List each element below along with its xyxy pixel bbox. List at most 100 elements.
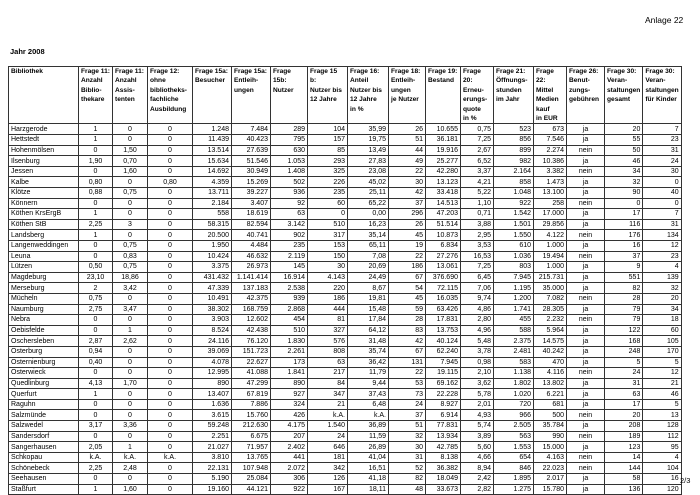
table-cell: ja: [566, 324, 605, 337]
table-cell: 26,89: [347, 441, 389, 453]
table-cell: 95: [642, 441, 682, 453]
column-header: Frage 22: Mittel Medien kauf in EUR: [533, 65, 567, 125]
column-header-line: in EUR: [536, 115, 558, 123]
table-cell: k.A.: [307, 409, 348, 422]
table-cell: 35,74: [347, 345, 389, 358]
library-name-cell: Schkopau: [8, 451, 79, 464]
table-cell: 808: [307, 345, 348, 358]
table-cell: 4: [642, 261, 682, 273]
table-cell: 510: [307, 218, 348, 231]
table-cell: 134: [642, 229, 682, 241]
table-cell: 1.036: [493, 250, 534, 263]
table-cell: 4.163: [533, 451, 567, 464]
column-header: Frage 15b: Nutzer: [270, 65, 308, 125]
table-cell: 17: [603, 398, 644, 411]
table-cell: 24: [603, 367, 644, 379]
table-cell: 128: [642, 420, 682, 432]
table-cell: 324: [270, 398, 308, 411]
table-cell: 6,45: [460, 271, 494, 284]
table-cell: 104: [307, 123, 348, 136]
table-cell: 681: [533, 398, 567, 411]
table-cell: 82: [388, 473, 426, 485]
table-cell: 1: [78, 483, 113, 495]
table-cell: 1.550: [493, 229, 534, 241]
table-cell: 0,88: [78, 187, 113, 199]
column-header: Frage 26: Benut-zungs-gebühren: [566, 65, 605, 125]
table-cell: 1.830: [270, 335, 308, 347]
table-cell: 212.630: [231, 420, 271, 432]
table-cell: k.A.: [347, 409, 389, 422]
table-cell: nein: [566, 430, 605, 443]
table-cell: ja: [566, 271, 605, 284]
table-cell: 858: [493, 176, 534, 188]
column-header: Frage 15a: Entleih-ungen: [231, 65, 271, 125]
table-cell: 6.834: [425, 239, 461, 252]
table-cell: 2,10: [460, 367, 494, 379]
table-cell: 17,84: [347, 314, 389, 326]
table-cell: 3: [112, 218, 148, 231]
table-row: Querfurt 1 0 0 13.407 67.819 927 347 37,43 73 22.2…: [8, 388, 682, 400]
table-cell: 7,08: [347, 250, 389, 263]
table-cell: 248: [603, 345, 644, 358]
column-header-line: ungen: [391, 86, 411, 94]
table-cell: 3,89: [460, 430, 494, 443]
table-cell: 0: [78, 367, 113, 379]
table-cell: 2.375: [493, 335, 534, 347]
table-cell: 42.785: [425, 441, 461, 453]
column-header-line: Frage 22:: [536, 68, 554, 85]
table-cell: 22.023: [533, 462, 567, 475]
table-row: Osterwieck 0 0 0 12.995 41.088 1.841 217 11,79 22…: [8, 367, 682, 379]
table-cell: 60: [642, 324, 682, 337]
table-cell: 84: [307, 377, 348, 390]
table-cell: 3,62: [460, 377, 494, 390]
table-cell: 63: [603, 388, 644, 400]
table-cell: 3.615: [192, 409, 232, 422]
column-header-line: Mittel: [536, 86, 554, 94]
table-row: Jessen 0 1,60 0 14.692 30.949 1.408 325 23,08 22 4…: [8, 165, 682, 178]
table-cell: 25.277: [425, 155, 461, 167]
table-cell: 15.269: [231, 176, 271, 188]
table-cell: 104: [642, 462, 682, 475]
table-cell: 6,48: [347, 398, 389, 411]
table-cell: 6.221: [533, 388, 567, 400]
library-name-cell: Oschersleben: [8, 335, 79, 347]
library-name-cell: Staßfurt: [8, 483, 79, 495]
table-cell: 3,17: [78, 420, 113, 432]
table-cell: 258: [533, 197, 567, 210]
table-cell: 0: [147, 324, 193, 337]
table-cell: 7.945: [493, 271, 534, 284]
table-cell: 0: [147, 462, 193, 475]
table-cell: 139: [642, 271, 682, 284]
table-cell: ja: [566, 282, 605, 294]
table-cell: 2,75: [78, 303, 113, 316]
table-cell: 20: [642, 292, 682, 305]
table-cell: 77.831: [425, 420, 461, 432]
library-name-cell: Langenweddingen: [8, 239, 79, 252]
table-cell: nein: [566, 197, 605, 210]
table-cell: 0: [147, 144, 193, 157]
table-cell: 306: [270, 473, 308, 485]
table-cell: 31: [642, 144, 682, 157]
table-cell: 153: [307, 239, 348, 252]
table-cell: 33.673: [425, 483, 461, 495]
table-cell: 58: [603, 473, 644, 485]
table-cell: 90: [603, 187, 644, 199]
table-cell: 5: [603, 356, 644, 369]
table-cell: ja: [566, 388, 605, 400]
table-cell: 144: [603, 462, 644, 475]
table-cell: 0: [78, 430, 113, 443]
table-cell: 0: [147, 473, 193, 485]
table-cell: 83: [388, 324, 426, 337]
table-cell: 1.553: [493, 441, 534, 453]
table-cell: 18: [642, 314, 682, 326]
table-cell: 41,04: [347, 451, 389, 464]
column-header-line: Frage 12:: [150, 68, 180, 75]
table-cell: 3.375: [192, 261, 232, 273]
table-cell: 2.505: [493, 420, 534, 432]
table-cell: 1.473: [533, 176, 567, 188]
table-cell: 856: [493, 134, 534, 146]
table-cell: 0: [112, 367, 148, 379]
table-cell: ja: [566, 155, 605, 167]
table-cell: 1,70: [112, 377, 148, 390]
table-cell: 646: [307, 441, 348, 453]
